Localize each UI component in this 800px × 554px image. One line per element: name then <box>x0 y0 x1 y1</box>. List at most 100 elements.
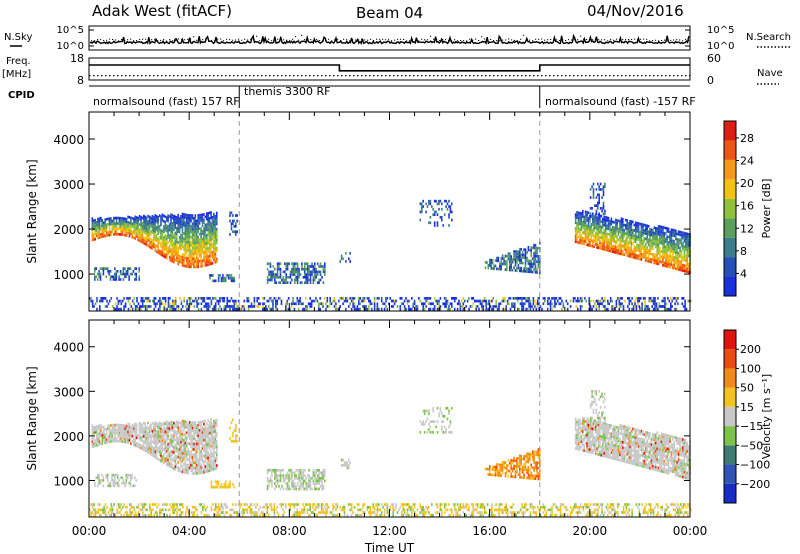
velocity-echo-cell <box>185 458 188 461</box>
power-echo-cell <box>314 267 316 271</box>
power-echo-cell <box>149 305 151 308</box>
power-echo-cell <box>490 258 492 262</box>
velocity-echo-cell <box>171 450 174 454</box>
power-echo-cell <box>679 238 681 242</box>
power-echo-cell <box>498 307 500 311</box>
power-echo-cell <box>504 262 507 266</box>
power-echo-cell <box>151 228 154 232</box>
power-echo-cell <box>214 260 217 264</box>
power-echo-cell <box>482 307 485 311</box>
velocity-echo-cell <box>153 454 155 458</box>
velocity-echo-cells <box>89 390 692 517</box>
power-echo-cell <box>207 220 209 223</box>
power-echo-cell <box>620 222 623 226</box>
power-echo-cell <box>521 307 523 311</box>
cpid-segment-1: normalsound (fast) 157 RF <box>93 95 240 108</box>
power-echo-cell <box>184 229 187 233</box>
power-echo-cell <box>319 273 322 276</box>
velocity-echo-cell <box>158 429 161 432</box>
power-echo-cell <box>579 211 581 215</box>
velocity-echo-cell <box>204 470 207 474</box>
velocity-echo-cell <box>165 431 168 434</box>
power-echo-cell <box>536 246 538 250</box>
velocity-echo-cell <box>163 426 165 430</box>
power-echo-cell <box>204 226 207 229</box>
velocity-echo-cell <box>130 431 132 435</box>
power-echo-cell <box>130 224 132 228</box>
velocity-echo-cell <box>315 479 317 483</box>
velocity-echo-cell <box>173 467 175 470</box>
velocity-echo-cell <box>193 429 195 432</box>
velocity-echo-cell <box>131 440 134 443</box>
power-echo-cell <box>657 262 660 266</box>
power-echo-cell <box>329 297 331 300</box>
power-echo-cell <box>322 267 325 271</box>
velocity-echo-cell <box>120 423 122 427</box>
power-echo-cell <box>328 305 330 308</box>
power-echo-cell <box>210 221 212 225</box>
power-echo-cell <box>164 302 167 306</box>
power-echo-cell <box>170 234 172 238</box>
power-echo-cell <box>174 231 177 235</box>
power-echo-cell <box>524 259 527 262</box>
power-echo-cell <box>652 297 655 300</box>
power-echo-cell <box>510 268 512 272</box>
power-echo-cell <box>580 217 583 221</box>
power-echo-cell <box>153 215 155 219</box>
power-echo-cell <box>138 267 140 270</box>
power-echo-cell <box>94 270 96 273</box>
power-echo-cell <box>295 278 297 282</box>
power-echo-cell <box>197 235 199 239</box>
velocity-echo-cell <box>180 424 182 428</box>
power-echo-cell <box>210 216 212 220</box>
power-echo-cell <box>676 259 678 263</box>
velocity-echo-cell <box>210 468 212 472</box>
power-echo-cell <box>157 299 160 303</box>
power-echo-cell <box>425 297 427 300</box>
power-echo-cell <box>207 225 209 229</box>
power-echo-cell <box>604 221 607 225</box>
velocity-echo-cell <box>298 476 300 480</box>
velocity-echo-cell <box>210 460 212 464</box>
power-echo-cell <box>197 243 199 247</box>
power-echo-cell <box>164 215 167 219</box>
power-echo-cell <box>167 217 169 220</box>
velocity-echo-cell <box>194 469 197 473</box>
velocity-echo-cell <box>144 449 146 452</box>
power-echo-cell <box>589 307 592 311</box>
power-echo-cell <box>606 235 608 238</box>
power-echo-cell <box>217 276 220 280</box>
power-echo-cell <box>604 297 606 300</box>
power-echo-cell <box>675 245 677 249</box>
power-echo-cell <box>666 243 668 247</box>
power-echo-cell <box>629 219 631 223</box>
power-echo-cell <box>458 299 460 303</box>
power-echo-cell <box>524 297 526 300</box>
power-echo-cell <box>593 229 595 232</box>
velocity-echo-cell <box>168 443 171 447</box>
power-echo-cell <box>214 217 217 221</box>
velocity-echo-cell <box>144 441 146 444</box>
power-echo-cell <box>529 270 531 274</box>
power-echo-cell <box>510 263 512 266</box>
power-echo-cell <box>200 243 202 247</box>
power-echo-cell <box>654 299 656 303</box>
power-echo-cell <box>606 232 608 236</box>
power-echo-cell <box>599 219 601 223</box>
power-echo-cell <box>598 201 600 205</box>
power-echo-cell <box>164 228 167 232</box>
power-echo-cell <box>508 297 510 300</box>
power-echo-cell <box>223 279 226 283</box>
power-echo-cell <box>405 297 407 300</box>
power-echo-cell <box>499 267 501 271</box>
power-echo-cell <box>180 302 183 306</box>
power-echo-cell <box>412 305 414 308</box>
power-echo-cell <box>667 307 669 311</box>
power-echo-cell <box>160 228 162 232</box>
power-echo-cell <box>686 270 688 274</box>
power-echo-cell <box>134 223 136 227</box>
power-echo-cell <box>666 254 668 257</box>
power-echo-cell <box>659 236 661 239</box>
power-echo-cell <box>599 188 602 191</box>
velocity-echo-cell <box>206 440 208 444</box>
